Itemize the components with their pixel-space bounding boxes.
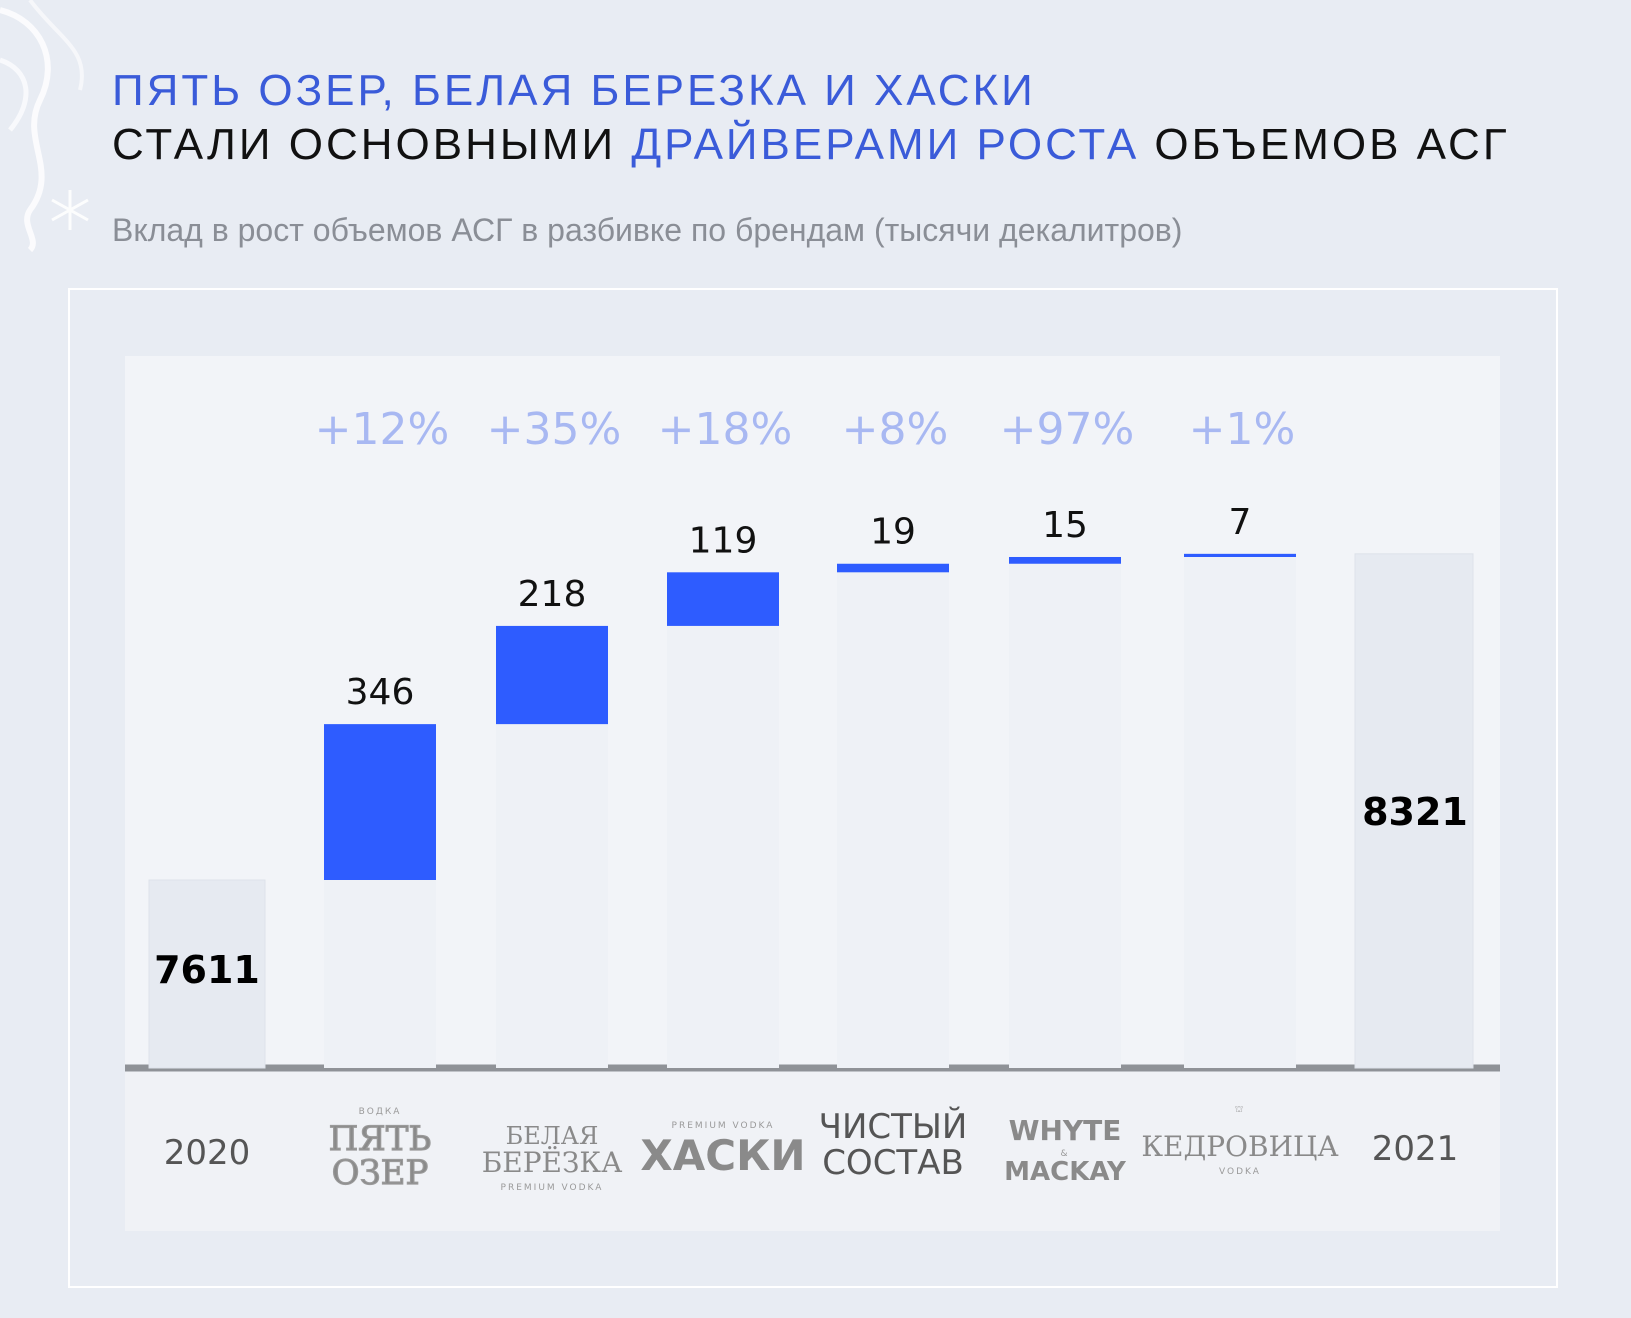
category-label-2021: 2021 [1372, 1129, 1459, 1169]
step-value-5: 15 [1042, 505, 1088, 546]
step-bar-1 [324, 724, 436, 880]
step-shadow-3 [667, 625, 779, 1068]
page-title: Пять озер, Белая Березка и Хаски стали о… [112, 64, 1510, 172]
step-bar-3 [667, 572, 779, 626]
step-value-2: 218 [518, 574, 587, 615]
decorative-ornament [0, 0, 89, 253]
logo-kedrovitsa-bottom: VODKA [1219, 1167, 1261, 1177]
total-label-2021: 8321 [1362, 790, 1468, 834]
logo-belaya-bottom: PREMIUM VODKA [501, 1183, 604, 1193]
snowflake-icon [51, 190, 89, 230]
step-growth-1: +12% [315, 404, 450, 455]
title-line-2: стали основными драйверами роста объемов… [112, 118, 1510, 172]
logo-haski-main: ХАСКИ [640, 1131, 805, 1180]
step-value-4: 19 [870, 512, 916, 553]
step-bar-2 [496, 625, 608, 725]
step-value-1: 346 [346, 672, 415, 713]
title-highlight: драйверами роста [631, 120, 1140, 169]
step-growth-5: +97% [1000, 404, 1135, 455]
total-bar-2020 [148, 879, 266, 1069]
logo-whyte-line1: WHYTE [1009, 1114, 1122, 1147]
title-line-2-prefix: стали основными [112, 120, 632, 169]
logo-chistyi-line1: ЧИСТЫЙ [819, 1106, 968, 1147]
step-shadow-5 [1009, 563, 1121, 1068]
logo-whyte-amp: & [1060, 1149, 1069, 1159]
category-label-2020: 2020 [164, 1133, 251, 1173]
logo-haski-top: PREMIUM VODKA [672, 1121, 775, 1131]
step-growth-6: +1% [1189, 404, 1296, 455]
logo-chistyi-line2: СОСТАВ [822, 1143, 964, 1183]
chart-subtitle: Вклад в рост объемов АСГ в разбивке по б… [112, 212, 1183, 248]
category-band [125, 1072, 1500, 1231]
step-shadow-4 [837, 572, 949, 1068]
title-line-1: Пять озер, Белая Березка и Хаски [112, 66, 1036, 115]
step-shadow-2 [496, 724, 608, 1068]
step-growth-4: +8% [842, 404, 949, 455]
step-value-3: 119 [689, 520, 758, 561]
step-value-6: 7 [1229, 502, 1252, 543]
logo-pyat-ozer-line2: ОЗЕР [332, 1153, 429, 1193]
step-bar-5 [1009, 556, 1121, 564]
waterfall-chart: 7611 346 +12% 218 +35% 119 +18% 19 +8% 15 +97% 7 +1%… [125, 404, 1500, 1231]
step-growth-2: +35% [487, 404, 622, 455]
logo-belaya-line1: БЕЛАЯ [506, 1122, 599, 1150]
logo-pyat-ozer-line1: ПЯТЬ [329, 1119, 432, 1159]
step-shadow-1 [324, 880, 436, 1068]
chart-frame [68, 288, 1558, 1288]
logo-whyte-line2: MACKAY [1004, 1157, 1127, 1187]
total-bar-2021 [1354, 553, 1474, 1069]
logo-belaya-line2: БЕРЁЗКА [482, 1146, 623, 1179]
step-bar-6 [1184, 553, 1296, 557]
logo-kedrovitsa-emblem: ⛫ [1235, 1105, 1245, 1115]
chart-plot-area: 7611 346 +12% 218 +35% 119 +18% 19 +8% 15 +97% 7 +1%… [125, 356, 1500, 1231]
logo-kedrovitsa-main: КЕДРОВИЦА [1141, 1130, 1338, 1163]
step-bar-4 [837, 563, 949, 573]
step-shadow-6 [1184, 556, 1296, 1068]
title-line-2-suffix: объемов АСГ [1139, 120, 1510, 169]
logo-pyat-ozer-top: ВОДКА [359, 1107, 402, 1117]
total-label-2020: 7611 [154, 948, 260, 992]
step-growth-3: +18% [658, 404, 793, 455]
